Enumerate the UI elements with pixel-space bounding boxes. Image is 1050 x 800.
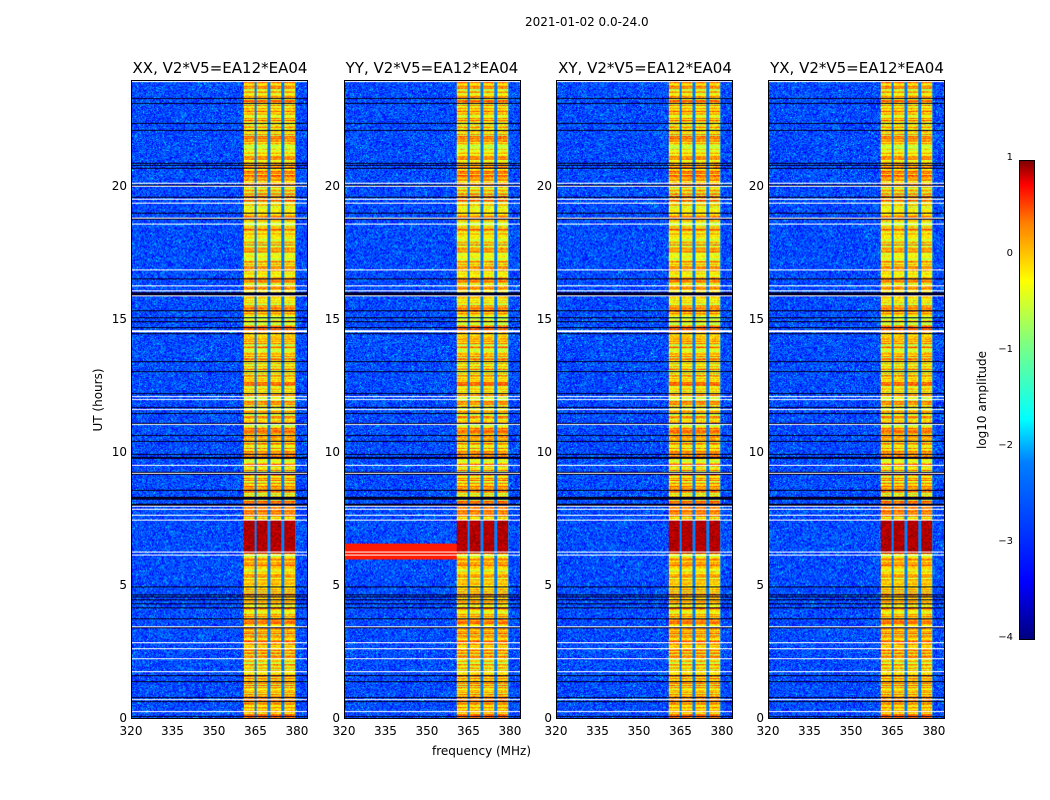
x-tick-label: 380: [710, 724, 734, 738]
y-tick-label: 10: [324, 444, 340, 459]
x-tick-label: 380: [922, 724, 946, 738]
panel-title-yx: YX, V2*V5=EA12*EA04: [770, 59, 944, 77]
x-tick-label: 350: [839, 724, 863, 738]
heatmap-canvas-xx: [132, 81, 307, 718]
heatmap-xy: [556, 80, 733, 719]
heatmap-xx: [131, 80, 308, 719]
y-tick-label: 20: [536, 178, 552, 193]
x-tick-label: 335: [374, 724, 397, 738]
y-tick-label: 15: [748, 311, 764, 326]
figure-title: 2021-01-02 0.0-24.0: [525, 15, 649, 29]
x-tick-label: 320: [332, 724, 356, 738]
y-tick-label: 10: [111, 444, 127, 459]
x-tick-label: 365: [244, 724, 267, 738]
x-tick-label: 350: [202, 724, 226, 738]
x-tick-label: 320: [756, 724, 780, 738]
y-tick-label: 20: [748, 178, 764, 193]
colorbar-label: log10 amplitude: [975, 350, 989, 450]
x-tick-label: 380: [285, 724, 309, 738]
x-tick-label: 335: [586, 724, 609, 738]
panel-title-xx: XX, V2*V5=EA12*EA04: [132, 59, 308, 77]
y-tick-label: 10: [536, 444, 552, 459]
y-tick-label: 5: [332, 577, 340, 592]
heatmap-yy: [344, 80, 521, 719]
x-tick-label: 350: [627, 724, 651, 738]
heatmap-canvas-yy: [345, 81, 520, 718]
panel-title-xy: XY, V2*V5=EA12*EA04: [558, 59, 732, 77]
y-tick-label: 15: [536, 311, 552, 326]
y-tick-label: 20: [111, 178, 127, 193]
colorbar-tick-label: −1: [998, 344, 1013, 355]
y-tick-label: 10: [748, 444, 764, 459]
y-tick-label: 0: [756, 711, 764, 725]
x-tick-label: 320: [544, 724, 568, 738]
y-tick-label: 15: [324, 311, 340, 326]
x-tick-label: 365: [669, 724, 692, 738]
y-tick-label: 20: [324, 178, 340, 193]
heatmap-yx: [768, 80, 945, 719]
heatmap-canvas-yx: [769, 81, 944, 718]
x-tick-label: 320: [119, 724, 143, 738]
y-tick-label: 5: [756, 577, 764, 592]
panel-title-yy: YY, V2*V5=EA12*EA04: [345, 59, 519, 77]
y-tick-label: 5: [544, 577, 552, 592]
colorbar: [1019, 160, 1035, 640]
x-tick-label: 380: [498, 724, 522, 738]
x-tick-label: 350: [415, 724, 439, 738]
y-tick-label: 5: [119, 577, 127, 592]
y-tick-label: 0: [544, 711, 552, 725]
x-tick-label: 365: [881, 724, 904, 738]
x-tick-label: 335: [798, 724, 821, 738]
y-tick-label: 0: [119, 711, 127, 725]
colorbar-tick-label: −4: [998, 632, 1013, 643]
y-axis-label: UT (hours): [91, 368, 105, 432]
colorbar-tick-label: 0: [1006, 248, 1013, 259]
colorbar-tick-label: 1: [1006, 152, 1013, 163]
heatmap-canvas-xy: [557, 81, 732, 718]
colorbar-tick-label: −2: [998, 440, 1013, 451]
x-axis-label: frequency (MHz): [432, 744, 532, 758]
y-tick-label: 0: [332, 711, 340, 725]
x-tick-label: 335: [161, 724, 184, 738]
x-tick-label: 365: [457, 724, 480, 738]
colorbar-tick-label: −3: [998, 536, 1013, 547]
y-tick-label: 15: [111, 311, 127, 326]
